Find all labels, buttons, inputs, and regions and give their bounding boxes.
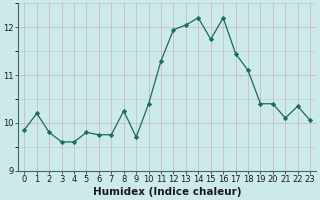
X-axis label: Humidex (Indice chaleur): Humidex (Indice chaleur) [93, 187, 242, 197]
